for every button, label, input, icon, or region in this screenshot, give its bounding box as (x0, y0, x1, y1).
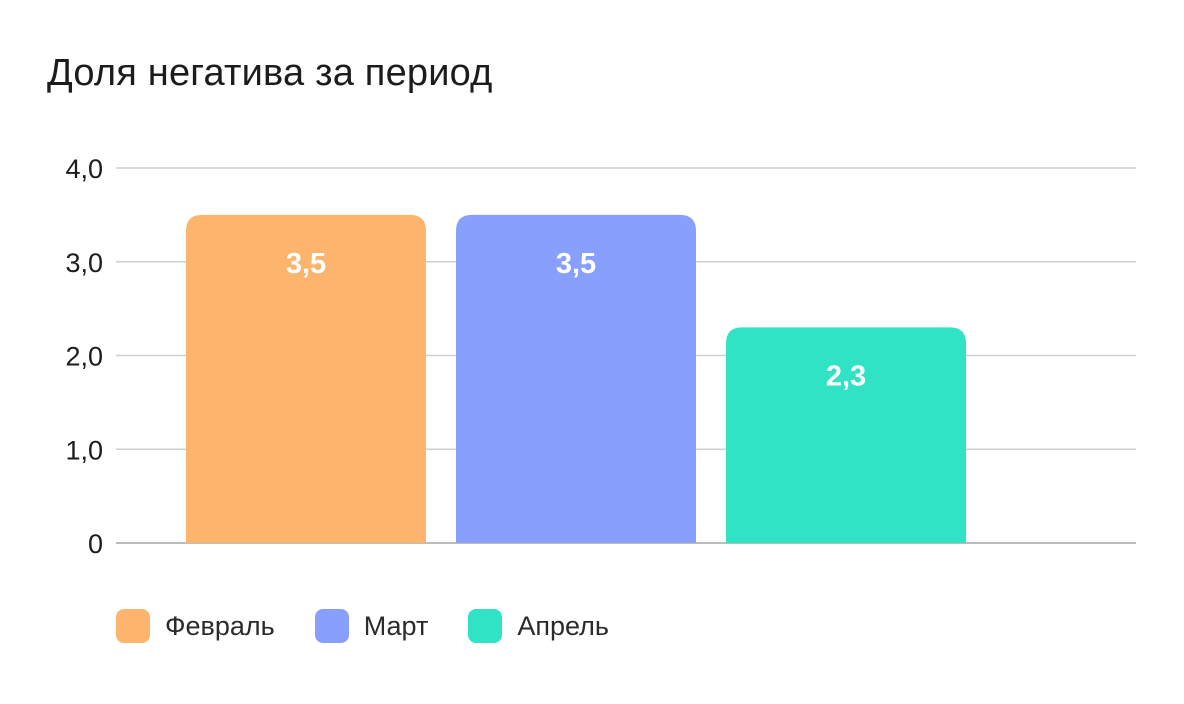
legend-label-april: Апрель (517, 610, 609, 641)
legend-swatch-february (116, 609, 150, 643)
legend: Февраль Март Апрель (116, 609, 649, 643)
data-labels: 3,5 3,5 2,3 (286, 248, 866, 393)
legend-swatch-april (468, 609, 503, 643)
bar-value-label: 3,5 (286, 248, 326, 280)
bar (726, 327, 966, 543)
legend-swatch-march (314, 609, 349, 643)
y-tick-label: 3,0 (65, 248, 103, 278)
legend-label-march: Март (363, 610, 429, 641)
bars (186, 214, 966, 543)
chart-title: Доля негатива за период (47, 52, 493, 94)
legend-item-april: Апрель (468, 609, 609, 643)
bar-value-label: 3,5 (556, 248, 596, 280)
bar (186, 214, 426, 543)
y-tick-label: 4,0 (65, 154, 103, 184)
bar (456, 214, 696, 543)
y-tick-label: 0 (88, 529, 103, 559)
legend-item-february: Февраль (116, 609, 275, 643)
y-axis-tick-labels: 0 1,0 2,0 3,0 4,0 (65, 154, 103, 559)
y-tick-label: 2,0 (65, 342, 103, 372)
y-tick-label: 1,0 (65, 435, 103, 465)
legend-item-march: Март (314, 609, 429, 643)
bar-value-label: 2,3 (826, 360, 866, 392)
legend-label-february: Февраль (165, 610, 275, 641)
